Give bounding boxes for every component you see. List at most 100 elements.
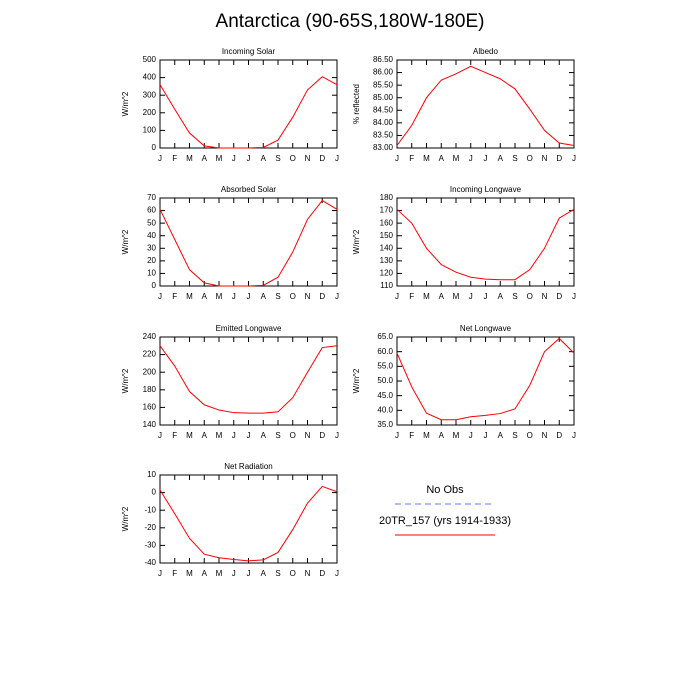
y-tick-label: 85.50 [373,80,394,89]
y-tick-label: 83.50 [373,131,394,140]
plot-frame [396,336,575,426]
data-line [396,208,575,281]
y-tick-label: 10 [147,470,156,479]
y-tick-label: 50.0 [377,376,393,385]
x-tick-label: A [498,154,504,163]
y-tick-label: 300 [143,90,157,99]
y-axis-label: W/m^2 [121,368,130,393]
x-tick-label: D [319,431,325,440]
y-tick-label: 20 [147,256,156,265]
x-tick-label: N [542,292,548,301]
y-tick-label: 50 [147,218,156,227]
x-tick-label: A [261,431,267,440]
x-tick-label: A [202,569,208,578]
x-tick-label: M [423,431,430,440]
data-line [159,345,338,414]
y-tick-label: 40 [147,231,156,240]
y-tick-label: 180 [143,385,157,394]
y-tick-label: 160 [143,403,157,412]
x-tick-label: D [319,154,325,163]
x-tick-label: A [261,569,267,578]
y-tick-label: -40 [144,558,156,567]
panel-title: Incoming Solar [222,47,276,56]
page-title: Antarctica (90-65S,180W-180E) [216,11,485,32]
y-axis-label: W/m^2 [352,229,361,254]
x-tick-label: S [275,154,280,163]
x-tick-label: A [439,431,445,440]
x-tick-label: M [186,292,193,301]
panel-title: Albedo [473,47,498,56]
x-tick-label: M [186,154,193,163]
x-tick-label: A [498,292,504,301]
y-tick-label: 180 [380,193,394,202]
panel-title: Net Radiation [224,462,272,471]
x-tick-label: A [498,431,504,440]
x-tick-label: J [158,292,162,301]
x-tick-label: J [395,292,399,301]
y-tick-label: -30 [144,541,156,550]
x-tick-label: M [216,154,223,163]
panel-title: Emitted Longwave [216,324,282,333]
y-tick-label: 55.0 [377,361,393,370]
x-tick-label: J [232,154,236,163]
x-tick-label: M [453,292,460,301]
x-tick-label: J [572,431,576,440]
x-tick-label: O [527,431,533,440]
data-line [159,76,338,149]
x-tick-label: S [512,154,517,163]
y-tick-label: 0 [152,281,157,290]
y-tick-label: 83.00 [373,143,394,152]
plot-frame [159,59,338,149]
data-line [396,65,575,146]
x-tick-label: N [305,431,311,440]
x-tick-label: M [453,431,460,440]
y-tick-label: 150 [380,231,394,240]
x-tick-label: N [542,154,548,163]
x-tick-label: J [158,569,162,578]
x-tick-label: M [186,431,193,440]
x-tick-label: S [275,292,280,301]
x-tick-label: J [484,431,488,440]
y-tick-label: 65.0 [377,332,393,341]
x-tick-label: J [484,292,488,301]
y-tick-label: -10 [144,505,156,514]
x-tick-label: O [527,292,533,301]
y-tick-label: 60 [147,206,156,215]
y-tick-label: 84.50 [373,105,394,114]
x-tick-label: J [469,292,473,301]
panel-title: Absorbed Solar [221,185,276,194]
x-tick-label: J [469,154,473,163]
y-tick-label: 140 [380,243,394,252]
y-tick-label: 86.50 [373,55,394,64]
y-tick-label: 240 [143,332,157,341]
y-tick-label: 100 [143,126,157,135]
x-tick-label: J [335,292,339,301]
x-tick-label: O [290,569,296,578]
y-axis-label: W/m^2 [352,368,361,393]
x-tick-label: N [542,431,548,440]
x-tick-label: N [305,569,311,578]
x-tick-label: D [319,292,325,301]
x-tick-label: M [423,292,430,301]
x-tick-label: J [335,431,339,440]
x-tick-label: J [395,154,399,163]
panel-title: Net Longwave [460,324,512,333]
x-tick-label: J [572,292,576,301]
y-axis-label: W/m^2 [121,91,130,116]
x-tick-label: F [409,431,414,440]
plot-frame [159,336,338,426]
x-tick-label: J [232,569,236,578]
x-tick-label: J [572,154,576,163]
x-tick-label: A [202,292,208,301]
data-line [396,337,575,421]
y-tick-label: 86.00 [373,68,394,77]
y-tick-label: 60.0 [377,347,393,356]
x-tick-label: J [247,431,251,440]
y-tick-label: 40.0 [377,405,393,414]
x-tick-label: A [261,154,267,163]
x-tick-label: F [172,569,177,578]
x-tick-label: M [423,154,430,163]
y-tick-label: 35.0 [377,420,393,429]
x-tick-label: O [290,154,296,163]
